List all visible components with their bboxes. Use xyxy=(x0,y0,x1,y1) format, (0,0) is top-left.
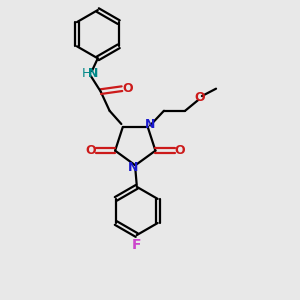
Text: O: O xyxy=(194,91,205,104)
Text: O: O xyxy=(85,144,96,157)
Text: N: N xyxy=(145,118,155,131)
Text: O: O xyxy=(175,144,185,157)
Text: N: N xyxy=(128,161,138,174)
Text: N: N xyxy=(88,68,99,80)
Text: H: H xyxy=(81,68,91,80)
Text: O: O xyxy=(122,82,133,95)
Text: F: F xyxy=(132,238,142,251)
